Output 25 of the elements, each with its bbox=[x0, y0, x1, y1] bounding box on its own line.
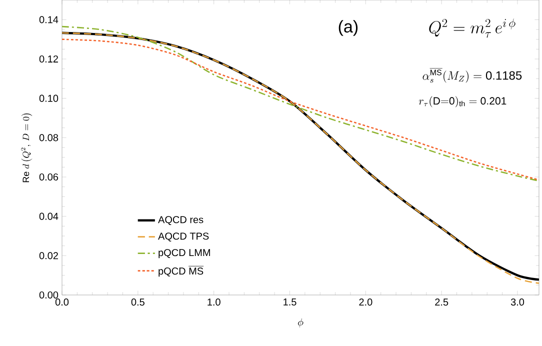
y-tick-label: 0.14 bbox=[39, 16, 58, 24]
annotation: $Q^2 = m_\tau^2\, e^{i\,\phi}$ bbox=[429, 18, 516, 38]
x-tick-label: 1.5 bbox=[284, 298, 296, 306]
y-tick-label: 0.08 bbox=[39, 134, 58, 142]
x-tick-label: 1.0 bbox=[208, 298, 220, 306]
x-tick-label: 0.0 bbox=[55, 298, 69, 306]
x-axis-title: $\phi$ bbox=[298, 318, 304, 328]
y-tick-label: 0.04 bbox=[39, 212, 58, 220]
y-tick-label: 0.12 bbox=[39, 55, 58, 63]
annotation: $r_\tau\mathrm{(D{=}0)_{th}} = \mathrm{0.201}$ bbox=[418, 96, 506, 108]
x-tick-label: 2.0 bbox=[359, 298, 372, 306]
y-tick-label: 0.10 bbox=[39, 94, 58, 102]
legend-label: $\mathrm{AQCD\ res}$ bbox=[158, 216, 204, 225]
y-axis-title: $\mathrm{Re}\ d\left(Q^2,\, D=0\right)$ bbox=[21, 114, 32, 182]
y-tick-label: 0.02 bbox=[39, 252, 58, 260]
x-tick-label: 2.5 bbox=[435, 298, 448, 306]
y-tick-label: 0.00 bbox=[39, 291, 58, 299]
y-tick-label: 0.06 bbox=[39, 173, 58, 181]
legend-label: $\mathrm{AQCD\ TPS}$ bbox=[158, 232, 209, 242]
x-tick-label: 0.5 bbox=[131, 298, 144, 306]
legend-label: $\mathrm{pQCD}\ \overline{\mathrm{MS}}$ bbox=[158, 266, 204, 277]
legend-label: $\mathrm{pQCD\ LMM}$ bbox=[158, 249, 210, 258]
annotation: (a) bbox=[338, 20, 358, 36]
x-tick-label: 3.0 bbox=[510, 298, 524, 306]
annotation: $\alpha_s^{\overline{\mathrm{MS}}}(M_Z) = \mathrm{0.1185}$ bbox=[422, 68, 522, 83]
